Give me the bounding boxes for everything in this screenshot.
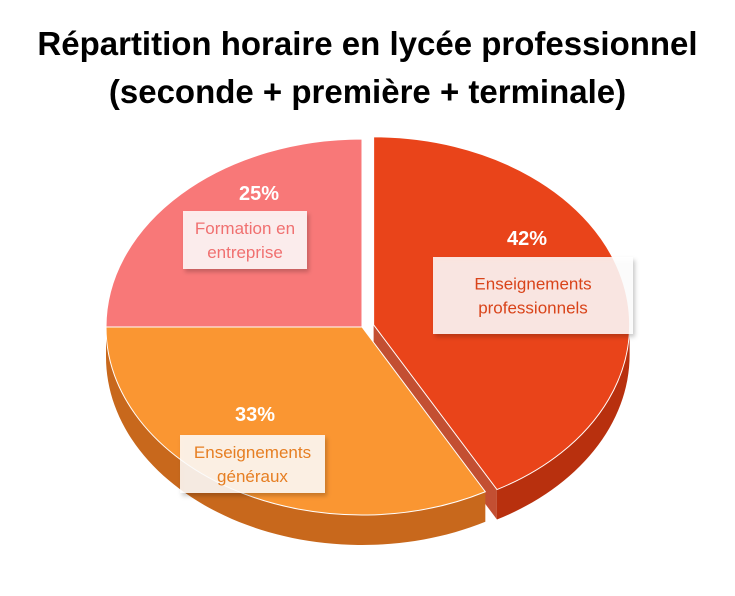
slice-value-label-2: 25% xyxy=(239,183,279,205)
slice-label-box-1 xyxy=(180,435,325,493)
slice-category-label-1-1: généraux xyxy=(217,467,288,486)
slice-category-label-1-0: Enseignements xyxy=(194,443,311,462)
slice-label-group-1: 33% Enseignements généraux xyxy=(180,404,325,493)
slice-label-group-0: 42% Enseignements professionnels xyxy=(433,228,633,334)
chart-title-line-2: (seconde + première + terminale) xyxy=(108,73,627,110)
slice-value-label-1: 33% xyxy=(235,404,275,426)
slice-label-box-2 xyxy=(183,211,307,269)
slice-category-label-2-0: Formation en xyxy=(195,219,295,238)
slice-category-label-2-1: entreprise xyxy=(207,243,283,262)
chart-title: Répartition horaire en lycée professionn… xyxy=(0,20,735,116)
pie-side-0 xyxy=(496,324,630,520)
slice-category-label-0-1: professionnels xyxy=(478,299,588,318)
pie-labels: 42% Enseignements professionnels 33% Enseign… xyxy=(180,183,633,493)
slice-value-label-0: 42% xyxy=(507,228,547,250)
chart-title-line-1: Répartition horaire en lycée professionn… xyxy=(37,25,698,62)
slice-label-box-0 xyxy=(433,257,633,334)
slice-label-group-2: 25% Formation en entreprise xyxy=(183,183,307,269)
slice-category-label-0-0: Enseignements xyxy=(474,275,591,294)
